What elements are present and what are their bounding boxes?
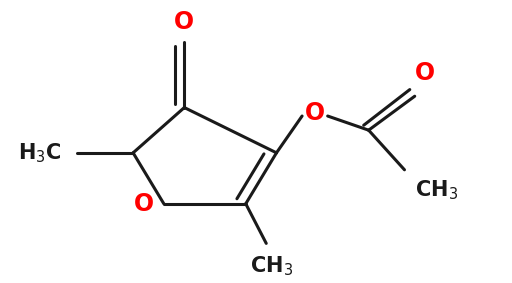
Text: O: O [174, 10, 195, 34]
Text: O: O [415, 61, 435, 85]
Text: O: O [305, 101, 325, 125]
Text: O: O [134, 192, 154, 216]
Text: H$_3$C: H$_3$C [18, 141, 61, 165]
Text: CH$_3$: CH$_3$ [250, 255, 293, 278]
Text: CH$_3$: CH$_3$ [415, 178, 458, 202]
